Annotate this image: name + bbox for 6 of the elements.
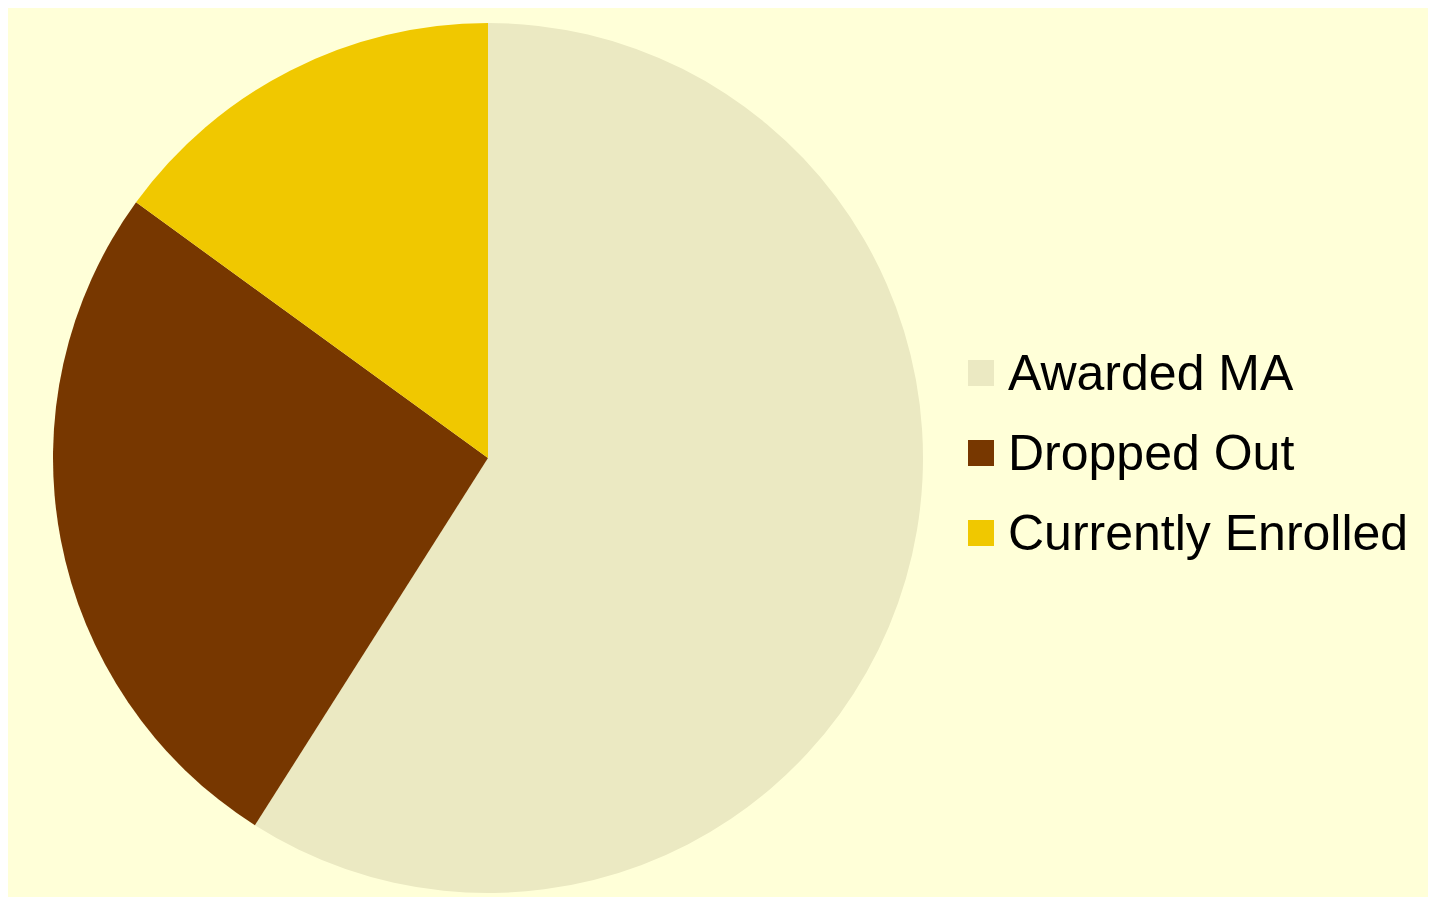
legend-label: Dropped Out (1008, 423, 1295, 482)
legend-label: Currently Enrolled (1008, 503, 1409, 562)
pie-slice (254, 22, 923, 892)
pie-slice (53, 201, 488, 825)
legend-label: Awarded MA (1008, 343, 1294, 402)
pie-slice (136, 22, 488, 458)
